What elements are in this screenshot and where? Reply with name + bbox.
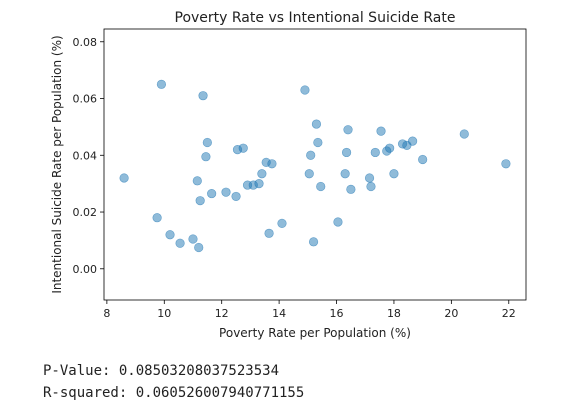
data-point	[343, 125, 353, 135]
data-point	[346, 184, 356, 194]
data-point	[333, 217, 343, 227]
y-tick-label: 0.00	[73, 263, 98, 276]
scatter-chart: Poverty Rate vs Intentional Suicide Rate…	[50, 10, 527, 340]
x-tick-label: 18	[387, 307, 401, 320]
data-point	[231, 191, 241, 202]
y-tick-label: 0.08	[73, 36, 98, 49]
data-point	[385, 143, 395, 153]
data-point	[188, 234, 198, 244]
p-value-text: P-Value: 0.08503208037523534	[43, 363, 280, 379]
data-point	[201, 152, 211, 162]
x-tick-label: 10	[157, 307, 171, 320]
data-point	[408, 136, 418, 146]
data-point	[370, 147, 380, 158]
data-point	[195, 196, 205, 206]
data-point	[238, 143, 248, 153]
data-point	[316, 181, 326, 192]
data-point	[207, 188, 217, 199]
data-point	[340, 169, 350, 179]
data-point	[194, 242, 204, 253]
y-tick-label: 0.02	[73, 206, 98, 219]
data-point	[277, 218, 287, 228]
data-point	[308, 237, 319, 247]
data-point	[306, 150, 316, 160]
x-tick-label: 8	[103, 307, 110, 320]
data-point	[152, 213, 162, 223]
x-tick-label: 22	[502, 307, 516, 320]
data-point	[192, 176, 202, 186]
x-tick-label: 20	[444, 307, 458, 320]
data-point	[366, 181, 376, 192]
data-point	[389, 169, 399, 179]
y-tick-label: 0.04	[73, 149, 98, 162]
data-point	[202, 137, 212, 148]
data-point	[311, 119, 322, 129]
data-point	[376, 126, 386, 136]
data-point	[165, 230, 175, 240]
x-axis: 8 10 12 14 16 18 20 22	[103, 300, 516, 320]
data-point	[459, 129, 469, 139]
data-point	[156, 79, 167, 89]
data-point	[313, 137, 323, 148]
data-point	[304, 169, 314, 179]
x-tick-label: 16	[330, 307, 344, 320]
y-axis: 0.00 0.02 0.04 0.06 0.08	[73, 36, 104, 276]
chart-title: Poverty Rate vs Intentional Suicide Rate	[175, 10, 456, 26]
r-squared-text: R-squared: 0.060526007940771155	[43, 385, 305, 401]
y-axis-label: Intentional Suicide Rate per Population …	[50, 35, 64, 293]
data-point	[198, 91, 208, 101]
data-point	[175, 238, 185, 248]
data-point	[501, 159, 511, 169]
data-point	[300, 85, 310, 95]
x-tick-label: 14	[272, 307, 286, 320]
points-layer	[119, 79, 511, 253]
data-point	[364, 173, 375, 183]
data-point	[267, 159, 277, 169]
data-point	[341, 147, 352, 158]
data-point	[254, 179, 264, 189]
x-tick-label: 12	[215, 307, 229, 320]
plot-area-frame	[103, 28, 527, 301]
data-point	[257, 169, 267, 179]
data-point	[221, 187, 231, 197]
data-point	[418, 154, 428, 165]
y-tick-label: 0.06	[73, 93, 98, 106]
data-point	[264, 228, 274, 238]
x-axis-label: Poverty Rate per Population (%)	[219, 326, 411, 340]
data-point	[119, 173, 129, 183]
